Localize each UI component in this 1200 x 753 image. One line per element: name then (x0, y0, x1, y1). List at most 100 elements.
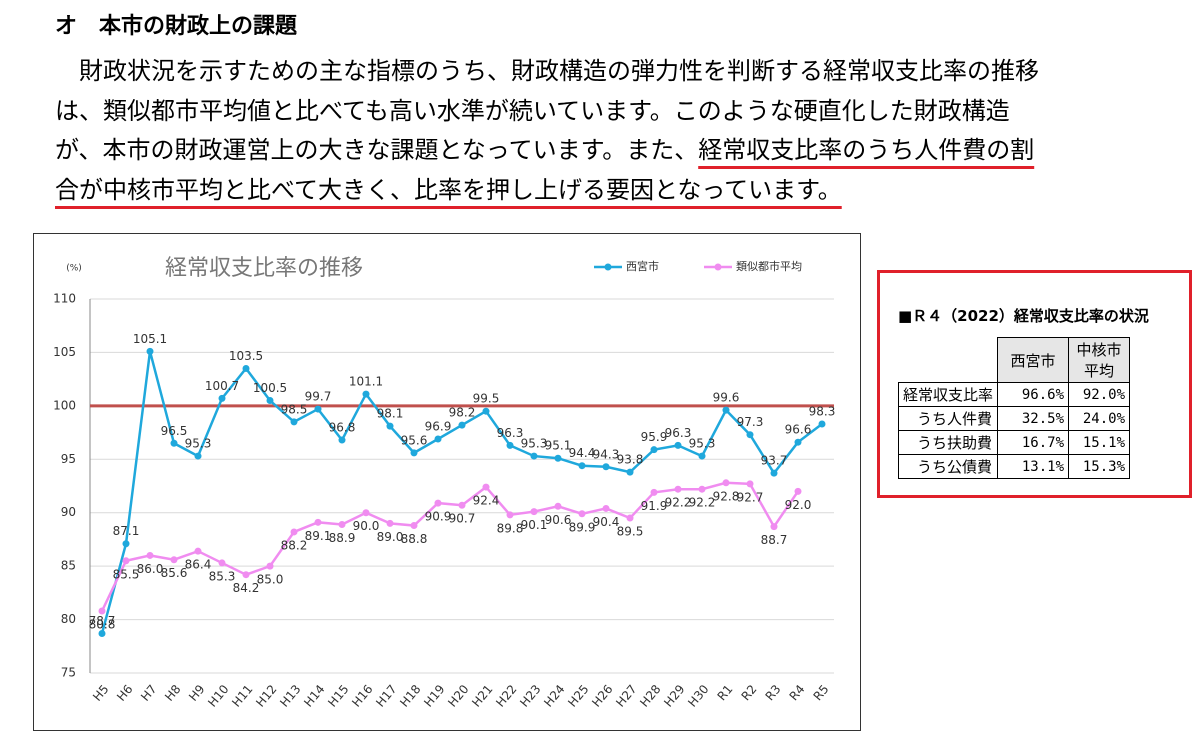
y-tick-label: 95 (61, 452, 76, 466)
column-header: 西宮市 (997, 337, 1070, 383)
data-point (458, 421, 466, 429)
legend-marker (604, 263, 612, 271)
table-row: 経常収支比率 96.6% 92.0% (897, 382, 1131, 407)
data-label: 92.0 (785, 498, 812, 512)
table-title: ■Ｒ４（2022）経常収支比率の状況 (898, 307, 1149, 325)
row-header: うち公債費 (897, 454, 999, 479)
table-cell: 24.0% (1068, 406, 1131, 431)
series-line (100, 481, 800, 612)
x-tick-label: H18 (397, 682, 423, 710)
table-cell: 15.3% (1068, 454, 1131, 479)
table-row: うち扶助費 16.7% 15.1% (897, 430, 1131, 455)
data-label: 92.4 (473, 494, 500, 508)
data-point (362, 509, 370, 517)
data-label: 105.1 (133, 332, 167, 346)
data-point (290, 418, 298, 426)
data-label: 98.2 (449, 406, 476, 420)
column-header: 中核市平均 (1068, 337, 1131, 383)
row-header: うち人件費 (897, 406, 999, 431)
x-tick-label: H10 (205, 682, 231, 710)
data-point (314, 405, 322, 413)
data-point (674, 485, 682, 493)
data-point (746, 431, 754, 439)
x-tick-label: R2 (739, 682, 760, 703)
data-label: 86.4 (185, 558, 212, 572)
data-point (122, 540, 130, 548)
data-point (650, 446, 658, 454)
x-tick-label: H6 (114, 682, 135, 704)
legend-marker (714, 263, 722, 271)
data-point (218, 394, 226, 402)
data-point (434, 499, 442, 507)
data-point (362, 390, 370, 398)
data-label: 90.4 (593, 515, 620, 529)
x-tick-label: R5 (811, 682, 832, 703)
paragraph: 財政状況を示すための主な指標のうち、財政構造の弾力性を判断する経常収支比率の推移… (55, 52, 1055, 210)
data-label: 96.3 (665, 426, 692, 440)
x-tick-label: H26 (589, 682, 615, 710)
data-point (602, 504, 610, 512)
x-tick-label: H20 (445, 682, 471, 710)
data-point (722, 406, 730, 414)
underlined-text: 経常収支比率のうち人件費の割合が中核市平均と比べて大きく、比率を押し上げる要因と… (55, 136, 1035, 204)
data-point (578, 462, 586, 470)
data-point (578, 510, 586, 518)
y-axis-label: (%) (66, 264, 82, 274)
data-point (194, 547, 202, 555)
data-point (650, 488, 658, 496)
data-point (770, 469, 778, 477)
data-label: 96.3 (497, 426, 524, 440)
data-label: 86.0 (137, 562, 164, 576)
data-label: 89.9 (569, 520, 596, 534)
chart-frame: 経常収支比率の推移 (%) 75 80 85 90 95 100 105 110 H5 H6 H7 H8 H… (33, 233, 861, 731)
data-point (242, 364, 250, 372)
data-label: 100.5 (253, 381, 287, 395)
data-point (338, 436, 346, 444)
legend-label: 類似都市平均 (736, 259, 802, 273)
table-cell: 96.6% (997, 382, 1070, 407)
data-point (266, 397, 274, 405)
data-point (818, 420, 826, 428)
data-point (386, 519, 394, 527)
data-label: 93.8 (617, 453, 644, 467)
data-label: 95.1 (545, 439, 572, 453)
data-point (386, 422, 394, 430)
data-label: 97.3 (737, 415, 764, 429)
x-tick-label: H21 (469, 682, 495, 710)
data-point (482, 483, 490, 491)
data-label: 95.9 (641, 430, 668, 444)
data-point (794, 438, 802, 446)
data-point (626, 514, 634, 522)
y-tick-label: 100 (53, 398, 76, 412)
data-label: 84.2 (233, 581, 260, 595)
data-label: 99.7 (305, 390, 332, 404)
data-point (194, 452, 202, 460)
data-label: 90.6 (545, 513, 572, 527)
table-row: うち公債費 13.1% 15.3% (897, 454, 1131, 479)
data-point (314, 518, 322, 526)
header-row: 西宮市 中核市平均 (899, 337, 1131, 383)
data-label: 78.7 (89, 614, 116, 628)
x-tick-label: H12 (253, 682, 279, 710)
paragraph-text: 財政状況を示すための主な指標のうち、財政構造の弾力性を判断する経常収支比率の推移… (55, 57, 1039, 164)
heading: オ 本市の財政上の課題 (55, 14, 298, 39)
data-label: 96.8 (329, 421, 356, 435)
data-label: 96.5 (161, 424, 188, 438)
data-point (410, 449, 418, 457)
x-tick-label: R4 (787, 682, 808, 703)
data-label: 92.8 (713, 489, 740, 503)
y-tick-label: 80 (61, 612, 76, 626)
table-cell: 16.7% (997, 430, 1070, 455)
data-label: 96.6 (785, 423, 812, 437)
y-tick-label: 85 (61, 559, 76, 573)
data-point (674, 441, 682, 449)
data-point (410, 522, 418, 530)
data-label: 98.5 (281, 402, 308, 416)
data-label: 98.3 (809, 405, 836, 419)
data-label: 95.6 (401, 433, 428, 447)
table: 西宮市 中核市平均 経常収支比率 96.6% 92.0% うち人件費 32.5% 24.0… (897, 337, 1131, 479)
data-label: 103.5 (229, 349, 263, 363)
data-point (722, 479, 730, 487)
x-tick-label: H28 (637, 682, 663, 710)
x-tick-label: H15 (325, 682, 351, 710)
